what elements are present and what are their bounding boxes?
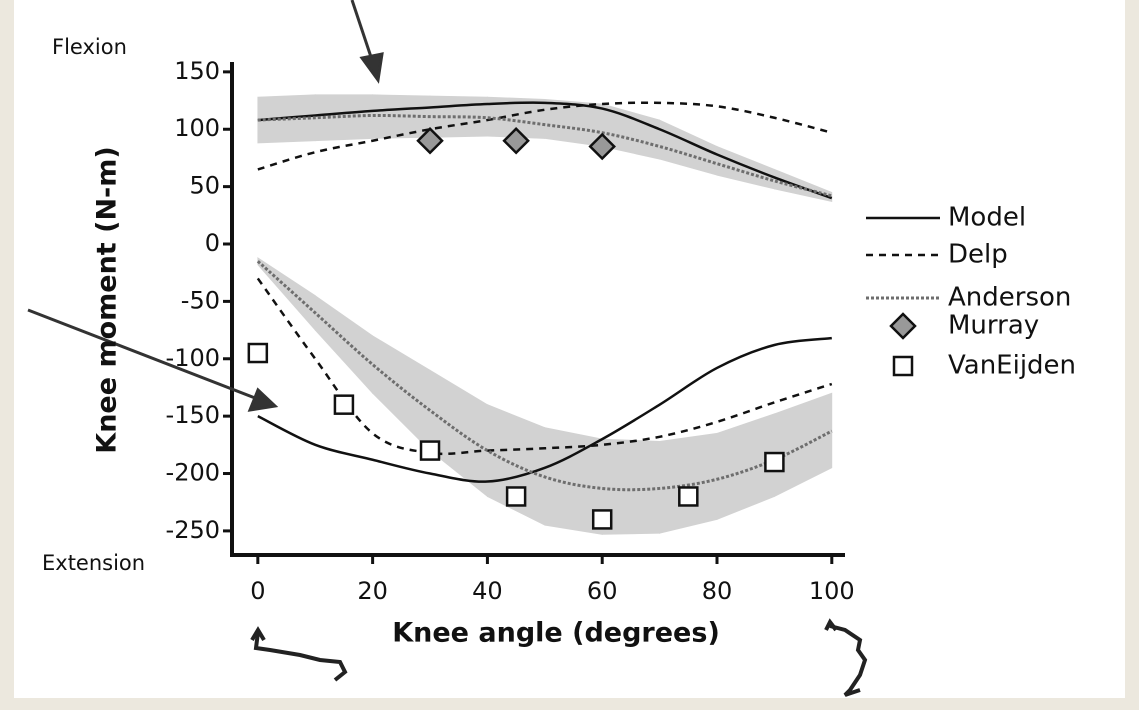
- y-tick-label: -250: [166, 516, 220, 544]
- extension-label: Extension: [42, 551, 145, 575]
- y-axis-label: Knee moment (N-m): [92, 146, 123, 453]
- marker: [249, 344, 267, 362]
- y-tick-label: -200: [166, 459, 220, 487]
- marker: [335, 396, 353, 414]
- x-tick-label: 100: [809, 577, 855, 605]
- x-tick-label: 60: [587, 577, 618, 605]
- x-tick-label: 0: [250, 577, 265, 605]
- y-tick-label: -150: [166, 401, 220, 429]
- flexion-label: Flexion: [52, 35, 127, 59]
- marker: [507, 487, 525, 505]
- marker: [765, 453, 783, 471]
- y-tick-label: 150: [174, 57, 220, 85]
- x-tick-label: 40: [472, 577, 503, 605]
- legend-swatch: [894, 357, 912, 375]
- legend-label: Murray: [948, 311, 1039, 341]
- y-tick-label: 0: [205, 229, 220, 257]
- legend-label: VanEijden: [948, 351, 1076, 381]
- legend-label: Model: [948, 203, 1026, 233]
- x-tick-label: 80: [702, 577, 733, 605]
- x-tick-label: 20: [357, 577, 388, 605]
- chart: 150100500-50-100-150-200-250020406080100…: [0, 0, 1139, 710]
- marker: [421, 442, 439, 460]
- band-segment: [660, 433, 717, 533]
- legend-label: Delp: [948, 240, 1008, 270]
- y-tick-label: -50: [181, 286, 220, 314]
- marker: [679, 487, 697, 505]
- band-segment: [373, 95, 430, 139]
- y-tick-label: 50: [189, 172, 220, 200]
- marker: [593, 510, 611, 528]
- y-tick-label: 100: [174, 114, 220, 142]
- legend-label: Anderson: [948, 283, 1071, 313]
- x-axis-label: Knee angle (degrees): [392, 618, 720, 649]
- page: {"chart_data": { "type": "line", "xlabel…: [0, 0, 1139, 710]
